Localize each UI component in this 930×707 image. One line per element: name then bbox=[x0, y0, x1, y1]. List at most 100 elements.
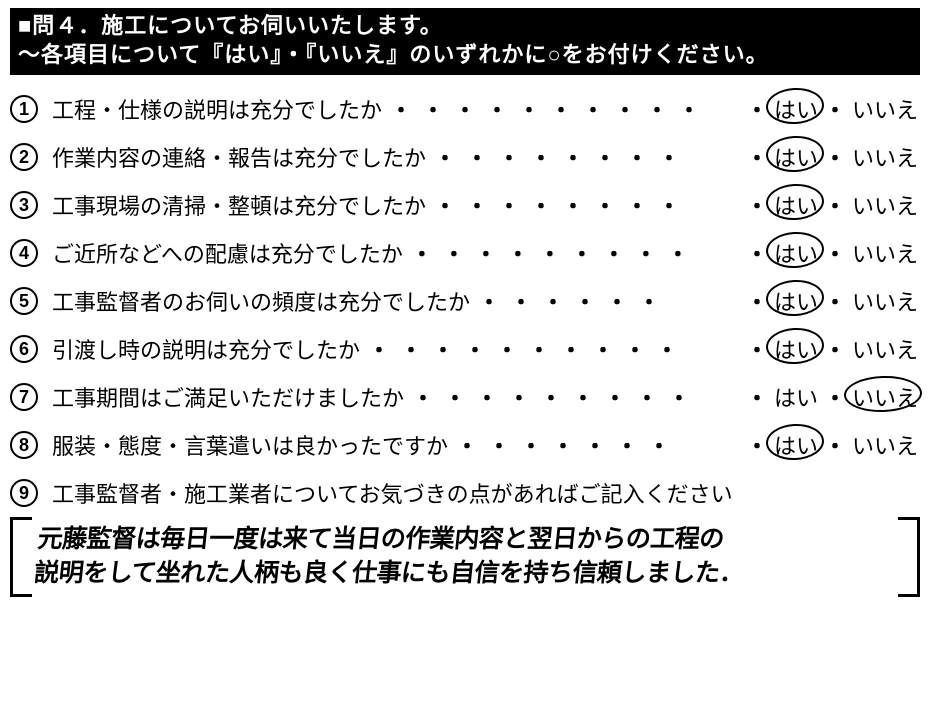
dot-sep: ・ bbox=[824, 285, 846, 317]
question-row-1: 1 工程・仕様の説明は充分でしたか ・・・・・・・・・・ ・ はい ・ いいえ bbox=[10, 93, 920, 125]
dot-sep: ・ bbox=[746, 333, 768, 365]
answer-yes-label: はい bbox=[774, 386, 818, 411]
answer-no-label: いいえ bbox=[852, 194, 918, 219]
answer-no[interactable]: いいえ bbox=[850, 189, 920, 221]
dot-sep: ・ bbox=[824, 93, 846, 125]
answer-no-label: いいえ bbox=[852, 242, 918, 267]
answer-yes-label: はい bbox=[774, 98, 818, 123]
answer-group: ・ はい ・ いいえ bbox=[746, 189, 920, 221]
answer-yes[interactable]: はい bbox=[772, 93, 820, 125]
answer-yes-label: はい bbox=[774, 290, 818, 315]
dot-sep: ・ bbox=[824, 381, 846, 413]
question-number: 1 bbox=[10, 95, 38, 123]
leader-dots: ・・・・・・・・・ bbox=[403, 237, 746, 269]
leader-dots: ・・・・・・・・・・ bbox=[382, 93, 746, 125]
answer-group: ・ はい ・ いいえ bbox=[746, 141, 920, 173]
answer-yes-label: はい bbox=[774, 434, 818, 459]
answer-yes-label: はい bbox=[774, 338, 818, 363]
answer-no[interactable]: いいえ bbox=[850, 381, 920, 413]
answer-no[interactable]: いいえ bbox=[850, 333, 920, 365]
answer-no-label: いいえ bbox=[852, 146, 918, 171]
handwritten-line-1: 元藤監督は毎日一度は来て当日の作業内容と翌日からの工程の bbox=[36, 523, 898, 557]
question-text: 工事監督者のお伺いの頻度は充分でしたか bbox=[52, 285, 470, 317]
answer-no-label: いいえ bbox=[852, 386, 918, 411]
question-number: 4 bbox=[10, 239, 38, 267]
answer-group: ・ はい ・ いいえ bbox=[746, 285, 920, 317]
question-text: 服装・態度・言葉遣いは良かったですか bbox=[52, 429, 448, 461]
freetext-answer-box: 元藤監督は毎日一度は来て当日の作業内容と翌日からの工程の 説明をして坐れた人柄も… bbox=[10, 517, 920, 597]
question-row-7: 7 工事期間はご満足いただけましたか ・・・・・・・・・ ・ はい ・ いいえ bbox=[10, 381, 920, 413]
question-row-5: 5 工事監督者のお伺いの頻度は充分でしたか ・・・・・・ ・ はい ・ いいえ bbox=[10, 285, 920, 317]
leader-dots: ・・・・・・・・・ bbox=[404, 381, 746, 413]
dot-sep: ・ bbox=[746, 285, 768, 317]
question-list: 1 工程・仕様の説明は充分でしたか ・・・・・・・・・・ ・ はい ・ いいえ … bbox=[10, 93, 920, 597]
dot-sep: ・ bbox=[824, 141, 846, 173]
question-number: 2 bbox=[10, 143, 38, 171]
question-header: ■問４．施工についてお伺いいたします。 ～各項目について『はい』・『いいえ』のい… bbox=[10, 8, 920, 75]
answer-no-label: いいえ bbox=[852, 434, 918, 459]
question-text: 工事現場の清掃・整頓は充分でしたか bbox=[52, 189, 426, 221]
dot-sep: ・ bbox=[746, 429, 768, 461]
question-number: 7 bbox=[10, 383, 38, 411]
dot-sep: ・ bbox=[746, 141, 768, 173]
dot-sep: ・ bbox=[746, 189, 768, 221]
dot-sep: ・ bbox=[746, 381, 768, 413]
question-text: 工事期間はご満足いただけましたか bbox=[52, 381, 404, 413]
answer-yes[interactable]: はい bbox=[772, 141, 820, 173]
handwritten-line-2: 説明をして坐れた人柄も良く仕事にも自信を持ち信頼しました． bbox=[32, 557, 894, 591]
leader-dots: ・・・・・・・・・・ bbox=[360, 333, 746, 365]
bracket-left-icon bbox=[10, 517, 32, 597]
question-row-3: 3 工事現場の清掃・整頓は充分でしたか ・・・・・・・・ ・ はい ・ いいえ bbox=[10, 189, 920, 221]
question-number: 5 bbox=[10, 287, 38, 315]
answer-yes[interactable]: はい bbox=[772, 285, 820, 317]
question-row-9: 9 工事監督者・施工業者についてお気づきの点があればご記入ください bbox=[10, 477, 920, 509]
question-number: 6 bbox=[10, 335, 38, 363]
question-number: 3 bbox=[10, 191, 38, 219]
dot-sep: ・ bbox=[824, 429, 846, 461]
answer-no[interactable]: いいえ bbox=[850, 285, 920, 317]
answer-group: ・ はい ・ いいえ bbox=[746, 333, 920, 365]
header-line-2: ～各項目について『はい』・『いいえ』のいずれかに○をお付けください。 bbox=[18, 41, 912, 70]
answer-yes[interactable]: はい bbox=[772, 189, 820, 221]
dot-sep: ・ bbox=[824, 333, 846, 365]
answer-group: ・ はい ・ いいえ bbox=[746, 429, 920, 461]
dot-sep: ・ bbox=[824, 189, 846, 221]
leader-dots: ・・・・・・・・ bbox=[426, 141, 746, 173]
answer-no-label: いいえ bbox=[852, 98, 918, 123]
answer-no-label: いいえ bbox=[852, 338, 918, 363]
answer-group: ・ はい ・ いいえ bbox=[746, 93, 920, 125]
answer-yes[interactable]: はい bbox=[772, 381, 820, 413]
question-text: 作業内容の連絡・報告は充分でしたか bbox=[52, 141, 426, 173]
question-text: 工程・仕様の説明は充分でしたか bbox=[52, 93, 382, 125]
question-row-8: 8 服装・態度・言葉遣いは良かったですか ・・・・・・・ ・ はい ・ いいえ bbox=[10, 429, 920, 461]
leader-dots: ・・・・・・・・ bbox=[426, 189, 746, 221]
question-number: 9 bbox=[10, 479, 38, 507]
answer-no[interactable]: いいえ bbox=[850, 237, 920, 269]
leader-dots: ・・・・・・・ bbox=[448, 429, 746, 461]
dot-sep: ・ bbox=[824, 237, 846, 269]
question-row-4: 4 ご近所などへの配慮は充分でしたか ・・・・・・・・・ ・ はい ・ いいえ bbox=[10, 237, 920, 269]
answer-no[interactable]: いいえ bbox=[850, 93, 920, 125]
question-row-6: 6 引渡し時の説明は充分でしたか ・・・・・・・・・・ ・ はい ・ いいえ bbox=[10, 333, 920, 365]
handwritten-answer: 元藤監督は毎日一度は来て当日の作業内容と翌日からの工程の 説明をして坐れた人柄も… bbox=[32, 523, 897, 591]
question-number: 8 bbox=[10, 431, 38, 459]
leader-dots: ・・・・・・ bbox=[470, 285, 746, 317]
bracket-right-icon bbox=[898, 517, 920, 597]
answer-no[interactable]: いいえ bbox=[850, 429, 920, 461]
answer-yes[interactable]: はい bbox=[772, 429, 820, 461]
answer-yes[interactable]: はい bbox=[772, 237, 820, 269]
dot-sep: ・ bbox=[746, 237, 768, 269]
answer-no[interactable]: いいえ bbox=[850, 141, 920, 173]
header-line-1: ■問４．施工についてお伺いいたします。 bbox=[18, 12, 912, 41]
answer-group: ・ はい ・ いいえ bbox=[746, 381, 920, 413]
dot-sep: ・ bbox=[746, 93, 768, 125]
question-text: 工事監督者・施工業者についてお気づきの点があればご記入ください bbox=[52, 477, 733, 509]
answer-yes-label: はい bbox=[774, 242, 818, 267]
answer-yes-label: はい bbox=[774, 194, 818, 219]
answer-yes[interactable]: はい bbox=[772, 333, 820, 365]
answer-group: ・ はい ・ いいえ bbox=[746, 237, 920, 269]
answer-yes-label: はい bbox=[774, 146, 818, 171]
answer-no-label: いいえ bbox=[852, 290, 918, 315]
question-row-2: 2 作業内容の連絡・報告は充分でしたか ・・・・・・・・ ・ はい ・ いいえ bbox=[10, 141, 920, 173]
question-text: ご近所などへの配慮は充分でしたか bbox=[52, 237, 403, 269]
